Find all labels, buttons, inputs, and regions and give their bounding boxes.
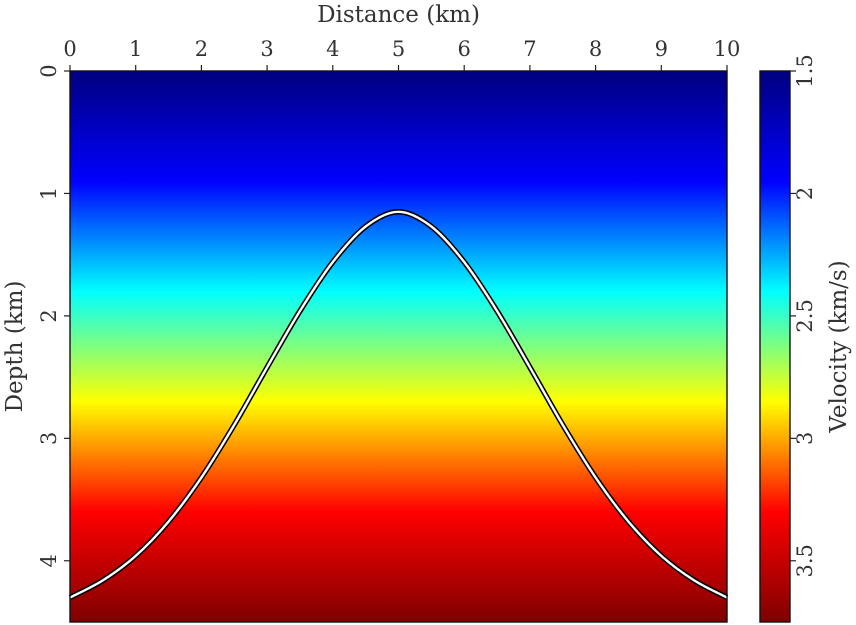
colorbar-tick-label: 3.5: [793, 544, 817, 577]
y-axis: 0 1 2 3 4: [37, 64, 70, 567]
y-tick-label: 1: [37, 187, 61, 200]
x-tick-label: 2: [195, 37, 208, 61]
y-tick-label: 4: [37, 554, 61, 567]
colorbar-label: Velocity (km/s): [826, 260, 852, 433]
colorbar-tick-label: 2: [793, 187, 817, 200]
colorbar-ticks: 1.5 2 2.5 3 3.5: [790, 54, 817, 577]
colorbar-tick-label: 1.5: [793, 54, 817, 87]
y-axis-label: Depth (km): [2, 281, 28, 413]
x-tick-label: 7: [523, 37, 536, 61]
x-tick-label: 5: [392, 37, 405, 61]
colorbar-tick-label: 3: [793, 432, 817, 445]
x-tick-label: 9: [655, 37, 668, 61]
y-tick-label: 3: [37, 432, 61, 445]
colorbar-frame: [759, 70, 791, 623]
x-tick-label: 10: [714, 37, 741, 61]
x-tick-label: 8: [589, 37, 602, 61]
x-axis: 0 1 2 3 4 5 6 7 8 9 10: [63, 37, 740, 71]
x-tick-label: 3: [260, 37, 273, 61]
y-tick-label: 2: [37, 309, 61, 322]
colorbar-tick-label: 2.5: [793, 299, 817, 332]
y-tick-label: 0: [37, 64, 61, 77]
x-tick-label: 6: [458, 37, 471, 61]
colorbar-gradient: [760, 71, 790, 622]
x-tick-label: 4: [326, 37, 339, 61]
plot-area: [68, 70, 729, 623]
x-tick-label: 0: [63, 37, 76, 61]
reflector-line: [69, 210, 728, 599]
x-axis-label: Distance (km): [317, 2, 480, 28]
x-tick-label: 1: [129, 37, 142, 61]
colorbar: 1.5 2 2.5 3 3.5 Velocity (km/s): [759, 54, 852, 623]
velocity-field: [70, 71, 727, 622]
